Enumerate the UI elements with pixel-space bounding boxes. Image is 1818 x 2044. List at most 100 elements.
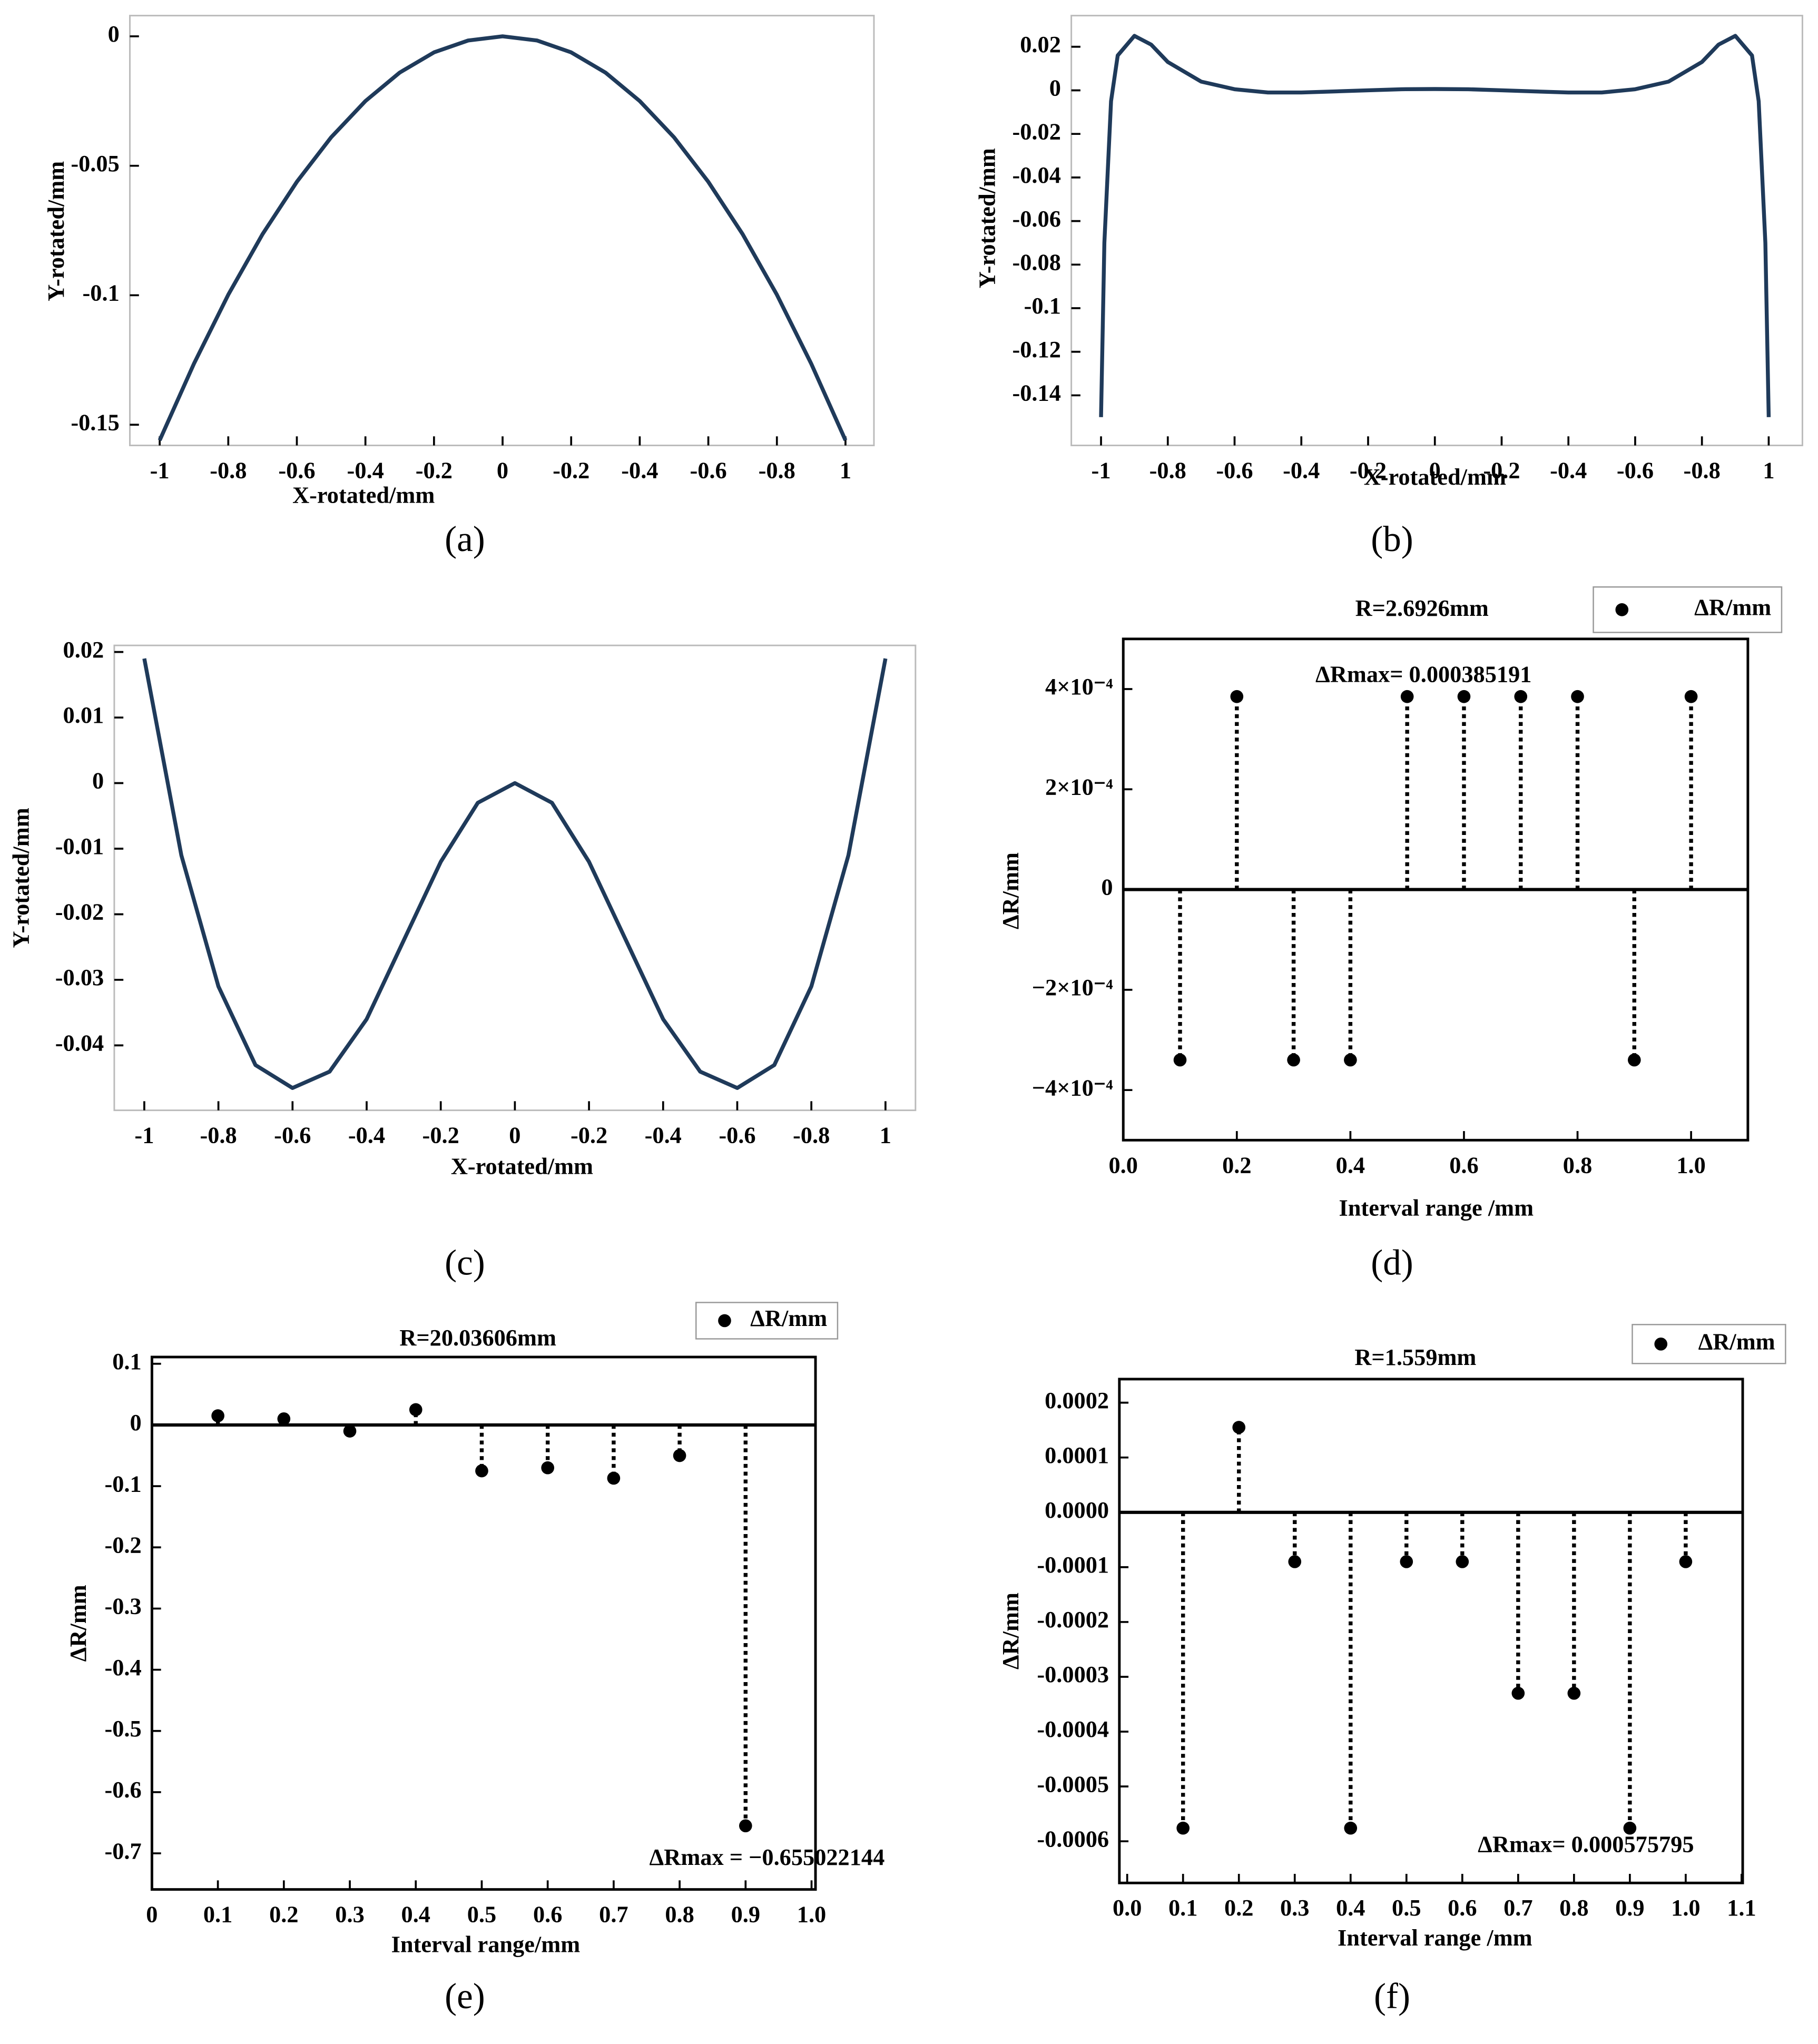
point <box>1456 1555 1469 1568</box>
x-tick-label: 0.8 <box>665 1901 694 1928</box>
point <box>541 1461 554 1475</box>
y-axis-label: Y-rotated/mm <box>43 161 69 301</box>
y-tick-label: -0.12 <box>1012 336 1060 362</box>
x-tick-label: -0.4 <box>1283 457 1320 483</box>
legend-label: ΔR/mm <box>1698 1329 1775 1355</box>
y-tick-label: 0 <box>130 1409 141 1436</box>
x-tick-label: -0.4 <box>1550 457 1587 483</box>
y-tick-label: 4×10⁻⁴ <box>1045 673 1113 700</box>
legend-marker <box>718 1314 731 1328</box>
x-tick-label: -0.8 <box>1149 457 1186 483</box>
x-tick-label: 0.4 <box>1336 1894 1365 1921</box>
x-tick-label: -0.6 <box>719 1122 755 1148</box>
y-tick-label: −4×10⁻⁴ <box>1032 1074 1113 1100</box>
y-axis-label: Y-rotated/mm <box>974 148 1000 288</box>
y-tick-label: -0.1 <box>83 280 120 306</box>
x-axis-label: X-rotated/mm <box>1364 464 1506 490</box>
x-tick-label: 0.5 <box>467 1901 496 1928</box>
x-tick-label: 0.2 <box>1224 1894 1253 1921</box>
point <box>739 1819 752 1833</box>
x-tick-label: 0 <box>497 457 508 483</box>
x-tick-label: 0.6 <box>1449 1152 1478 1178</box>
point <box>1400 1555 1413 1568</box>
point <box>409 1403 422 1417</box>
annotation: ΔRmax= 0.000575795 <box>1478 1831 1694 1857</box>
y-tick-label: 0 <box>1101 874 1113 900</box>
curve <box>1099 34 1771 417</box>
legend-marker <box>1654 1337 1668 1351</box>
point <box>343 1424 357 1438</box>
point <box>1623 1821 1637 1835</box>
point <box>1684 690 1698 703</box>
x-tick-label: 0.7 <box>1503 1894 1532 1921</box>
point <box>1511 1686 1525 1700</box>
y-tick-label: -0.14 <box>1012 380 1060 406</box>
point <box>1288 1555 1302 1568</box>
curve <box>142 658 888 1090</box>
y-tick-label: -0.08 <box>1012 249 1060 275</box>
x-tick-label: 0.8 <box>1563 1152 1592 1178</box>
plot-frame <box>1118 1378 1744 1884</box>
x-tick-label: 0 <box>509 1122 520 1148</box>
x-tick-label: 0.9 <box>731 1901 760 1928</box>
point <box>1567 1686 1581 1700</box>
x-tick-label: 0.5 <box>1392 1894 1421 1921</box>
x-tick-label: 0.0 <box>1113 1894 1142 1921</box>
x-tick-label: 0.2 <box>269 1901 298 1928</box>
y-tick-label: -0.0003 <box>1037 1661 1109 1687</box>
x-axis-label: X-rotated/mm <box>292 481 435 508</box>
panel-label: (e) <box>445 1976 485 2016</box>
x-tick-label: -1 <box>134 1122 154 1148</box>
x-tick-label: 0 <box>1429 457 1441 483</box>
x-tick-label: -0.2 <box>553 457 589 483</box>
x-tick-label: -0.6 <box>1617 457 1654 483</box>
x-tick-label: 1.0 <box>1671 1894 1700 1921</box>
x-tick-label: 0.1 <box>1168 1894 1197 1921</box>
x-tick-label: -0.2 <box>571 1122 607 1148</box>
y-tick-label: -0.02 <box>55 899 104 925</box>
annotation: ΔRmax = −0.655022144 <box>650 1844 885 1870</box>
point <box>1571 690 1584 703</box>
y-axis-label: ΔR/mm <box>997 1593 1024 1669</box>
x-tick-label: -0.6 <box>274 1122 311 1148</box>
x-tick-label: -0.4 <box>621 457 658 483</box>
x-tick-label: 0.1 <box>203 1901 232 1928</box>
point <box>1627 1053 1641 1067</box>
panel-label: (d) <box>1371 1242 1413 1282</box>
x-tick-label: -0.2 <box>416 457 453 483</box>
x-tick-label: -0.2 <box>1483 457 1520 483</box>
x-tick-label: 0.7 <box>599 1901 628 1928</box>
plot-frame <box>113 644 917 1112</box>
plot-frame <box>1070 15 1803 447</box>
y-tick-label: -0.0005 <box>1037 1771 1109 1797</box>
x-tick-label: -0.6 <box>690 457 726 483</box>
y-tick-label: -0.03 <box>55 964 104 990</box>
x-tick-label: 0.4 <box>401 1901 430 1928</box>
x-tick-label: 0.6 <box>533 1901 562 1928</box>
y-tick-label: -0.0001 <box>1037 1551 1109 1578</box>
y-tick-label: 0.01 <box>63 702 104 728</box>
x-tick-label: 0.0 <box>1108 1152 1137 1178</box>
x-tick-label: -0.4 <box>645 1122 682 1148</box>
x-tick-label: 0 <box>146 1901 158 1928</box>
y-tick-label: -0.06 <box>1012 205 1060 232</box>
y-tick-label: -0.7 <box>104 1837 141 1864</box>
x-axis-label: Interval range /mm <box>1338 1924 1532 1951</box>
x-tick-label: 1 <box>840 457 851 483</box>
plot-frame <box>150 1355 817 1891</box>
chart-title: R=20.03606mm <box>399 1324 556 1351</box>
x-tick-label: -0.2 <box>1350 457 1387 483</box>
y-tick-label: 0.0002 <box>1045 1387 1109 1413</box>
x-axis-label: Interval range/mm <box>391 1931 581 1957</box>
y-tick-label: -0.0004 <box>1037 1716 1109 1742</box>
y-tick-label: −2×10⁻⁴ <box>1032 974 1113 1000</box>
y-axis-label: ΔR/mm <box>65 1585 91 1662</box>
point <box>1287 1053 1300 1067</box>
x-tick-label: 0.6 <box>1448 1894 1477 1921</box>
x-tick-label: -0.2 <box>422 1122 459 1148</box>
point <box>1176 1821 1190 1835</box>
point <box>1679 1555 1693 1568</box>
point <box>1457 690 1471 703</box>
x-tick-label: 0.9 <box>1615 1894 1644 1921</box>
